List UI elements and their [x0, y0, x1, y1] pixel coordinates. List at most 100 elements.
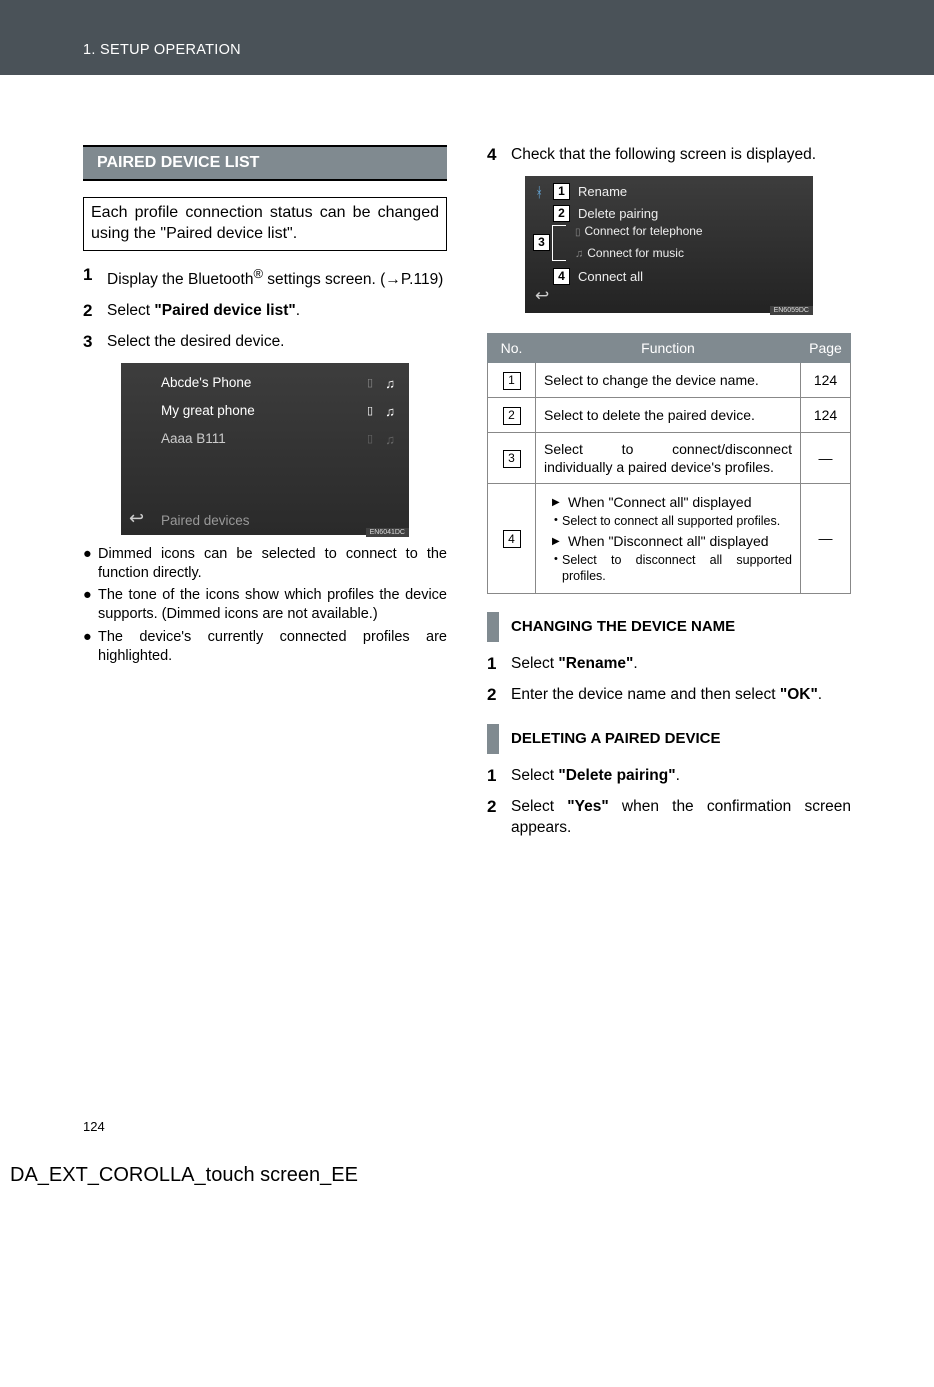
callout-box: 4: [553, 268, 570, 285]
step-2: 2 Select "Paired device list".: [83, 301, 447, 322]
step-body: Select "Paired device list".: [107, 301, 447, 322]
row-page: —: [801, 432, 851, 483]
step-b2: 2 Select "Yes" when the confirmation scr…: [487, 797, 851, 839]
bullet-text: The device's currently connected profile…: [98, 628, 447, 667]
step-body: Check that the following screen is displ…: [511, 145, 851, 166]
row-page: —: [801, 483, 851, 593]
callout-box: 2: [553, 205, 570, 222]
function-table: No. Function Page 1 Select to change the…: [487, 333, 851, 594]
back-icon: ↩: [129, 508, 144, 529]
row-func: Select to change the device name.: [536, 362, 801, 397]
callout-box: 3: [533, 234, 550, 251]
ss2-row: 2 Delete pairing: [553, 205, 658, 222]
step-4: 4 Check that the following screen is dis…: [487, 145, 851, 166]
step-a2: 2 Enter the device name and then select …: [487, 685, 851, 706]
music-icon: ♫: [575, 248, 583, 260]
row-num: 1: [503, 372, 521, 390]
bullet-text: The tone of the icons show which profile…: [98, 586, 447, 625]
table-row: 3 Select to connect/disconnect individua…: [488, 432, 851, 483]
phone-icon: ▯: [367, 432, 373, 445]
step-number: 3: [83, 332, 107, 353]
th-function: Function: [536, 333, 801, 362]
bracket-icon: [552, 225, 566, 261]
table-row: 1 Select to change the device name. 124: [488, 362, 851, 397]
ss2-label: Delete pairing: [578, 206, 658, 221]
music-icon: ♫: [385, 404, 395, 419]
screenshot-paired-devices: Abcde's Phone ▯ ♫ My great phone ▯ ♫ Aaa…: [121, 363, 409, 535]
step-number: 1: [487, 766, 511, 787]
row-num: 2: [503, 407, 521, 425]
dot-bullet: Select to disconnect all supported profi…: [544, 553, 792, 584]
row-page: 124: [801, 397, 851, 432]
ss-row: My great phone: [161, 403, 255, 418]
ss2-text: Connect for music: [587, 246, 684, 260]
step-number: 1: [487, 654, 511, 675]
th-no: No.: [488, 333, 536, 362]
ss2-row: 1 Rename: [553, 183, 627, 200]
step-body: Select "Yes" when the confirmation scree…: [511, 797, 851, 839]
th-page: Page: [801, 333, 851, 362]
arrow-bullet: When "Disconnect all" displayed: [544, 532, 792, 550]
bullet-item: ●Dimmed icons can be selected to connect…: [83, 545, 447, 584]
step-body: Display the Bluetooth® settings screen. …: [107, 265, 447, 291]
dot-bullet: Select to connect all supported profiles…: [544, 514, 792, 530]
header-section-label: 1. SETUP OPERATION: [83, 42, 241, 58]
ss2-sublabel-a: ▯ Connect for telephone: [575, 224, 703, 238]
row-page: 124: [801, 362, 851, 397]
bullet-icon: ●: [83, 586, 98, 625]
ss2-row: 4 Connect all: [553, 268, 643, 285]
bullet-item: ●The tone of the icons show which profil…: [83, 586, 447, 625]
ss-tag: EN6041DC: [366, 528, 409, 537]
row-func: Select to connect/disconnect individuall…: [536, 432, 801, 483]
ss-tag: EN6059DC: [770, 306, 813, 315]
step-b1: 1 Select "Delete pairing".: [487, 766, 851, 787]
row-func-complex: When "Connect all" displayed Select to c…: [536, 483, 801, 593]
step-number: 2: [487, 685, 511, 706]
step-number: 2: [487, 797, 511, 839]
page-number: 124: [83, 1119, 934, 1134]
row-func: Select to delete the paired device.: [536, 397, 801, 432]
step-number: 4: [487, 145, 511, 166]
step-body: Select "Rename".: [511, 654, 851, 675]
phone-icon: ▯: [575, 227, 581, 238]
ss-footer: Paired devices: [161, 513, 250, 528]
step-body: Select the desired device.: [107, 332, 447, 353]
bullet-list: ●Dimmed icons can be selected to connect…: [83, 545, 447, 667]
phone-icon: ▯: [367, 376, 373, 389]
step-3: 3 Select the desired device.: [83, 332, 447, 353]
bullet-icon: ●: [83, 545, 98, 584]
table-row: 2 Select to delete the paired device. 12…: [488, 397, 851, 432]
screenshot-device-options: ᚼ 1 Rename 2 Delete pairing 3 ▯ Connect f…: [525, 176, 813, 313]
subsection-title: DELETING A PAIRED DEVICE: [487, 724, 851, 754]
bullet-item: ●The device's currently connected profil…: [83, 628, 447, 667]
doc-title: DA_EXT_COROLLA_touch screen_EE: [10, 1164, 934, 1187]
ss2-sublabel-b: ♫ Connect for music: [575, 246, 684, 260]
music-icon: ♫: [385, 376, 395, 391]
header-band: 1. SETUP OPERATION: [0, 0, 934, 75]
step-a1: 1 Select "Rename".: [487, 654, 851, 675]
bluetooth-icon: ᚼ: [535, 184, 543, 200]
table-row: 4 When "Connect all" displayed Select to…: [488, 483, 851, 593]
ss-row: Abcde's Phone: [161, 375, 251, 390]
page-content: PAIRED DEVICE LIST Each profile connecti…: [0, 75, 934, 879]
phone-icon: ▯: [367, 404, 373, 417]
ss2-text: Connect for telephone: [585, 224, 703, 238]
ss-row: Aaaa B111: [161, 431, 226, 446]
step-number: 2: [83, 301, 107, 322]
arrow-bullet: When "Connect all" displayed: [544, 493, 792, 511]
subsection-title: CHANGING THE DEVICE NAME: [487, 612, 851, 642]
bullet-text: Dimmed icons can be selected to connect …: [98, 545, 447, 584]
section-title: PAIRED DEVICE LIST: [83, 145, 447, 181]
intro-frame: Each profile connection status can be ch…: [83, 197, 447, 251]
step-body: Enter the device name and then select "O…: [511, 685, 851, 706]
ss2-callout-3: 3: [533, 234, 550, 251]
music-icon: ♫: [385, 432, 395, 447]
row-num: 4: [503, 530, 521, 548]
step-body: Select "Delete pairing".: [511, 766, 851, 787]
back-icon: ↩: [535, 286, 549, 306]
row-num: 3: [503, 450, 521, 468]
right-column: 4 Check that the following screen is dis…: [487, 145, 851, 849]
step-1: 1 Display the Bluetooth® settings screen…: [83, 265, 447, 291]
bullet-icon: ●: [83, 628, 98, 667]
ss2-label: Rename: [578, 184, 627, 199]
